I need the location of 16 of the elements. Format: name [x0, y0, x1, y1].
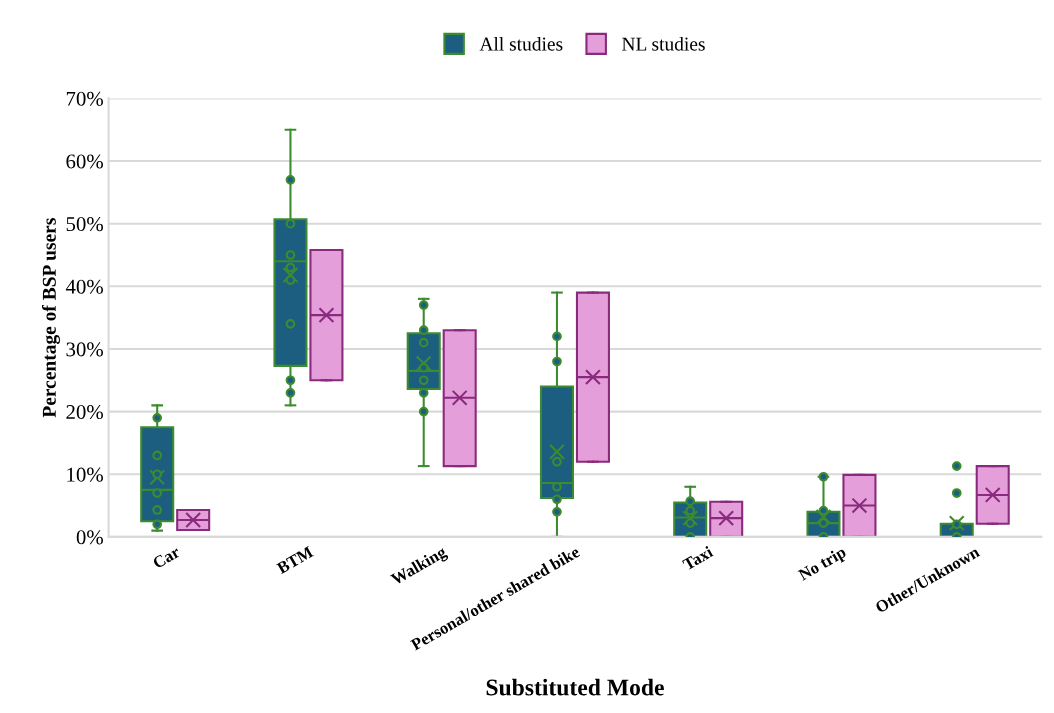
x-tick-label: BTM: [276, 546, 314, 575]
y-tick-label: 40%: [65, 279, 103, 294]
y-tick-label: 10%: [67, 467, 103, 482]
legend-label: NL studies: [622, 36, 705, 51]
y-tick-label: 30%: [66, 342, 103, 357]
y-tick-label: 70%: [66, 91, 103, 106]
y-tick-label: 0%: [76, 530, 103, 545]
y-axis-title: Percentage of BSP users: [41, 218, 60, 418]
x-axis-title: Substituted Mode: [486, 678, 664, 696]
legend-label: All studies: [479, 36, 563, 51]
x-tick-label: No trip: [797, 545, 849, 584]
x-tick-label: Taxi: [681, 545, 714, 571]
x-tick-label: Car: [152, 545, 181, 569]
y-tick-label: 50%: [66, 217, 103, 232]
y-tick-label: 20%: [66, 404, 103, 420]
y-tick-label: 60%: [66, 154, 103, 169]
